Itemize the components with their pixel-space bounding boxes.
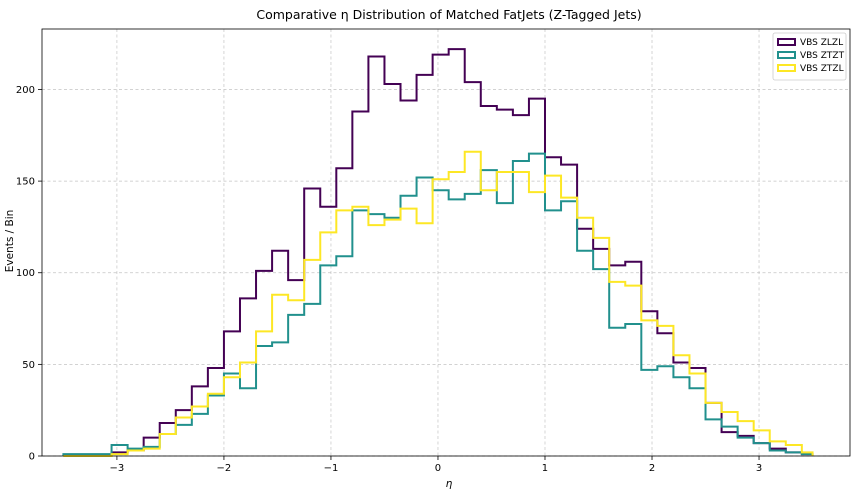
chart-title: Comparative η Distribution of Matched Fa… [256, 7, 641, 22]
legend-swatch [777, 64, 796, 72]
series-step-line [63, 150, 814, 457]
x-tick-label: −3 [110, 463, 125, 474]
legend-swatch [777, 38, 796, 46]
grid-lines [42, 29, 850, 457]
y-tick-label: 150 [16, 177, 35, 188]
y-tick-label: 0 [29, 452, 35, 463]
series-step-line [62, 152, 814, 456]
series-layer [62, 48, 814, 457]
y-tick-label: 100 [16, 268, 35, 279]
legend-swatch [777, 51, 796, 59]
legend-label: VBS ZTZT [800, 51, 845, 61]
x-tick-label: 2 [649, 463, 655, 474]
x-axis-label: η [446, 478, 453, 490]
x-tick-label: −2 [217, 463, 232, 474]
legend: VBS ZLZL VBS ZTZT VBS ZTZL [772, 32, 847, 81]
x-tick-label: 0 [435, 463, 441, 474]
y-tick-label: 50 [22, 360, 35, 371]
y-axis-label: Events / Bin [4, 210, 16, 273]
plot-area-frame [41, 28, 851, 457]
y-tick-label: 200 [16, 85, 35, 96]
legend-label: VBS ZLZL [800, 38, 843, 48]
legend-label: VBS ZTZL [800, 64, 844, 74]
series-step-line [63, 48, 814, 457]
x-tick-label: 1 [542, 463, 548, 474]
x-tick-label: 3 [756, 463, 762, 474]
x-tick-label: −1 [324, 463, 339, 474]
axis-ticks: −3 −2 −1 0 1 2 3 0 50 100 150 200 [16, 85, 762, 474]
